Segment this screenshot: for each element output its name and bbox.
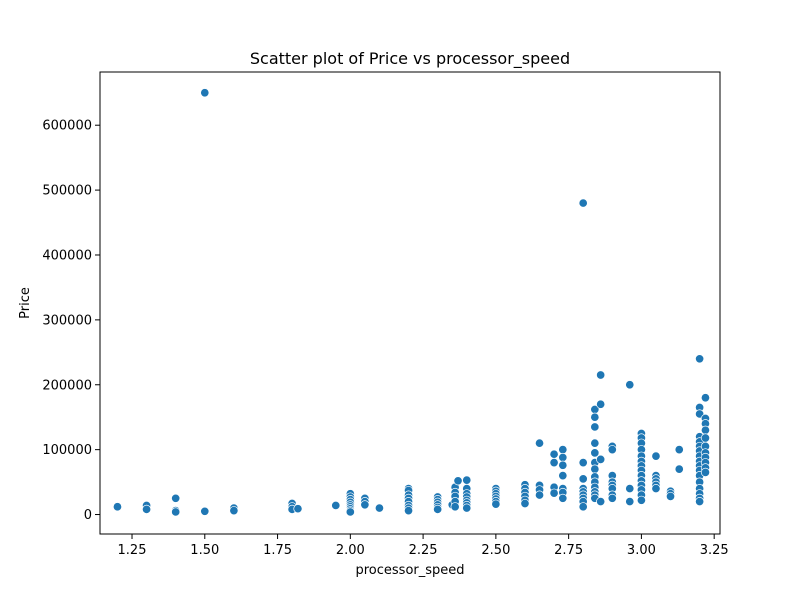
data-point xyxy=(625,380,635,390)
y-axis-label: Price xyxy=(18,287,33,319)
data-point xyxy=(590,412,600,422)
y-tick-label: 600000 xyxy=(42,119,92,134)
data-point xyxy=(142,504,152,514)
x-tick-label: 2.50 xyxy=(481,543,510,558)
data-point xyxy=(700,433,710,443)
y-tick-label: 400000 xyxy=(42,248,92,263)
data-point xyxy=(462,503,472,513)
data-point xyxy=(695,354,705,364)
data-point xyxy=(625,484,635,494)
data-point xyxy=(636,495,646,505)
data-point xyxy=(578,474,588,484)
x-tick-label: 2.25 xyxy=(409,543,438,558)
data-point xyxy=(695,497,705,507)
data-point xyxy=(200,88,210,98)
data-point xyxy=(549,488,559,498)
data-point xyxy=(229,506,239,516)
y-tick-label: 500000 xyxy=(42,184,92,199)
data-point xyxy=(625,497,635,507)
plot-frame xyxy=(99,71,721,535)
data-point xyxy=(171,493,181,503)
x-tick-label: 1.75 xyxy=(263,543,292,558)
data-point xyxy=(590,448,600,458)
data-point xyxy=(558,452,568,462)
x-tick-label: 2.00 xyxy=(336,543,365,558)
data-point xyxy=(674,464,684,474)
data-point xyxy=(453,476,463,486)
y-axis-ticks: 0 100000 200000 300000 400000 500000 600000 xyxy=(42,119,100,523)
data-point xyxy=(674,445,684,455)
data-point xyxy=(293,504,303,514)
y-tick-label: 200000 xyxy=(42,378,92,393)
points-layer xyxy=(112,88,710,517)
data-point xyxy=(558,445,568,455)
data-point xyxy=(374,503,384,513)
data-point xyxy=(651,484,661,494)
data-point xyxy=(590,422,600,432)
data-point xyxy=(360,500,370,510)
x-axis-label: processor_speed xyxy=(355,563,464,578)
data-point xyxy=(578,198,588,208)
data-point xyxy=(520,498,530,509)
data-point xyxy=(558,493,568,503)
data-point xyxy=(462,475,472,485)
x-tick-label: 1.50 xyxy=(190,543,219,558)
data-point xyxy=(700,393,710,403)
data-point xyxy=(331,500,341,510)
data-point xyxy=(590,464,600,474)
data-point xyxy=(433,504,443,514)
data-point xyxy=(534,438,545,448)
data-point xyxy=(596,399,606,409)
data-point xyxy=(200,506,210,516)
y-tick-label: 0 xyxy=(84,508,92,523)
data-point xyxy=(171,507,181,517)
data-point xyxy=(596,370,606,380)
y-tick-label: 100000 xyxy=(42,443,92,458)
data-point xyxy=(491,499,501,509)
data-point xyxy=(549,458,559,468)
data-point xyxy=(607,493,617,503)
data-point xyxy=(450,502,460,512)
data-point xyxy=(665,491,676,501)
data-point xyxy=(700,425,710,435)
x-tick-label: 3.25 xyxy=(700,543,729,558)
data-point xyxy=(534,490,545,500)
x-tick-label: 2.75 xyxy=(554,543,583,558)
data-point xyxy=(596,497,606,507)
x-tick-label: 1.25 xyxy=(118,543,147,558)
data-point xyxy=(345,507,355,517)
data-point xyxy=(596,454,606,464)
data-point xyxy=(578,502,588,512)
y-tick-label: 300000 xyxy=(42,313,92,328)
data-point xyxy=(607,445,617,455)
data-point xyxy=(578,458,588,468)
chart-title: Scatter plot of Price vs processor_speed xyxy=(250,49,570,69)
data-point xyxy=(558,471,568,481)
data-point xyxy=(112,502,123,512)
data-point xyxy=(403,506,414,516)
x-axis-ticks: 1.25 1.50 1.75 2.00 2.25 2.50 2.75 3.00 3.25 xyxy=(118,534,729,558)
data-point xyxy=(700,467,710,477)
data-point xyxy=(590,438,600,448)
data-point xyxy=(558,460,568,470)
data-point xyxy=(549,449,559,459)
data-point xyxy=(651,451,661,461)
x-tick-label: 3.00 xyxy=(627,543,656,558)
